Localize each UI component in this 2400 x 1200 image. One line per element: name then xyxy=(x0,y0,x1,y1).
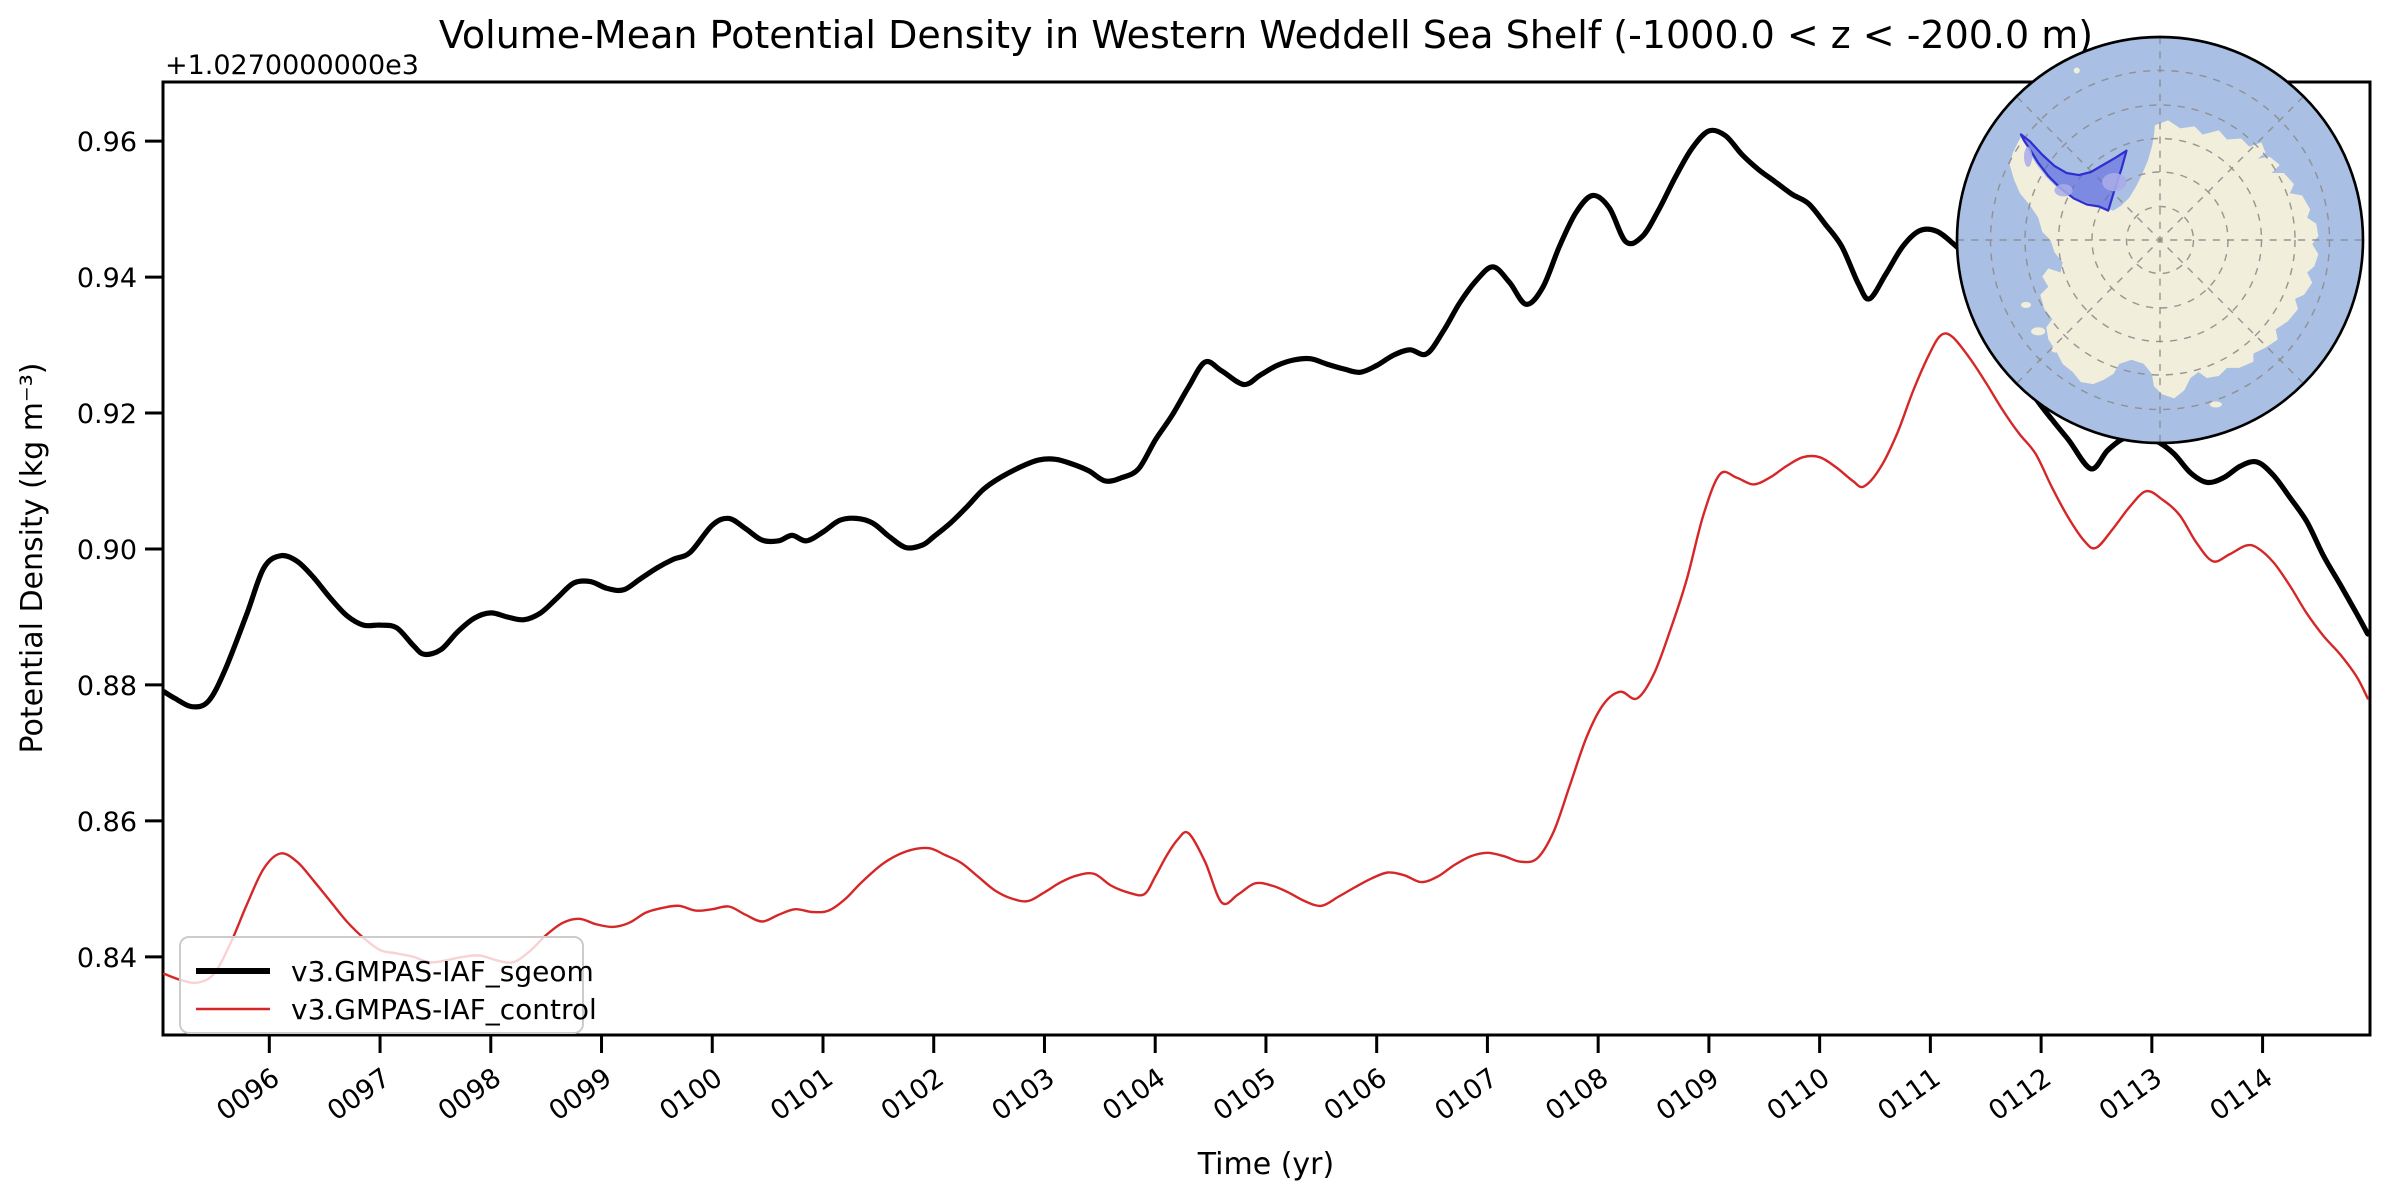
svg-text:0110: 0110 xyxy=(1762,1062,1836,1127)
legend-label-control: v3.GMPAS-IAF_control xyxy=(291,993,597,1026)
svg-text:0099: 0099 xyxy=(543,1062,617,1127)
svg-text:0.90: 0.90 xyxy=(77,535,137,566)
svg-text:0114: 0114 xyxy=(2205,1062,2279,1127)
svg-text:0096: 0096 xyxy=(211,1062,285,1127)
chart-title: Volume-Mean Potential Density in Western… xyxy=(439,13,2093,57)
svg-text:0103: 0103 xyxy=(986,1062,1060,1127)
svg-text:0097: 0097 xyxy=(322,1062,396,1127)
antarctica-landmass xyxy=(2009,120,2319,399)
map-graticule xyxy=(1957,37,2363,443)
svg-text:0108: 0108 xyxy=(1540,1062,1614,1127)
region-light-patch xyxy=(2054,184,2073,197)
svg-text:0111: 0111 xyxy=(1872,1062,1946,1127)
y-axis-ticks: 0.84 0.86 0.88 0.90 0.92 0.94 0.96 xyxy=(77,127,163,974)
svg-text:0112: 0112 xyxy=(1983,1062,2057,1127)
x-axis-ticks: 0096 0097 0098 0099 0100 0101 0102 0103 0104 0105… xyxy=(211,1035,2279,1127)
legend: v3.GMPAS-IAF_sgeom v3.GMPAS-IAF_control xyxy=(179,936,597,1034)
svg-text:0.94: 0.94 xyxy=(77,263,137,294)
legend-box xyxy=(179,936,584,1034)
svg-text:0.86: 0.86 xyxy=(77,807,137,838)
map-island xyxy=(2209,401,2222,408)
svg-text:0098: 0098 xyxy=(433,1062,507,1127)
map-island xyxy=(2073,67,2080,74)
svg-text:0104: 0104 xyxy=(1097,1062,1171,1127)
svg-text:0.88: 0.88 xyxy=(77,671,137,702)
y-axis-label: Potential Density (kg m⁻³) xyxy=(15,363,50,754)
map-border xyxy=(1955,35,2365,445)
svg-text:0106: 0106 xyxy=(1319,1062,1393,1127)
region-light-patch xyxy=(2023,146,2033,167)
map-island xyxy=(2020,301,2032,309)
svg-text:0.84: 0.84 xyxy=(77,943,137,974)
svg-text:0101: 0101 xyxy=(765,1062,839,1127)
svg-text:0113: 0113 xyxy=(2094,1062,2168,1127)
map-island xyxy=(2051,346,2060,353)
svg-text:0109: 0109 xyxy=(1651,1062,1725,1127)
map-island xyxy=(2031,327,2046,336)
svg-text:0107: 0107 xyxy=(1429,1062,1503,1127)
region-light-patch xyxy=(2102,173,2127,192)
svg-text:0105: 0105 xyxy=(1208,1062,1282,1127)
svg-text:0102: 0102 xyxy=(876,1062,950,1127)
x-axis-label: Time (yr) xyxy=(1197,1147,1334,1182)
svg-text:0100: 0100 xyxy=(654,1062,728,1127)
svg-text:0.96: 0.96 xyxy=(77,127,137,158)
legend-label-sgeom: v3.GMPAS-IAF_sgeom xyxy=(291,955,594,988)
series-line-control xyxy=(162,332,2369,985)
antarctica-inset-map xyxy=(1955,35,2365,445)
svg-text:0.92: 0.92 xyxy=(77,399,137,430)
y-axis-offset-text: +1.0270000000e3 xyxy=(165,50,419,81)
